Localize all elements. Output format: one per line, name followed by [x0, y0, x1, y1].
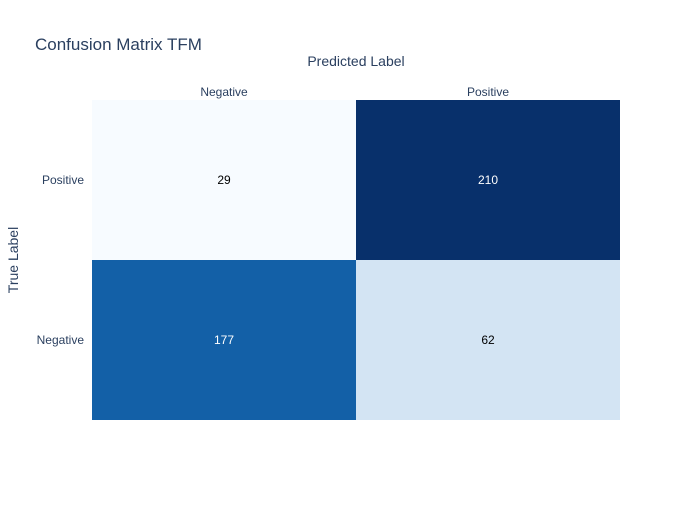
- cell-value-label: 210: [478, 173, 498, 187]
- x-axis-ticks: Negative Positive: [200, 85, 509, 99]
- chart-title: Confusion Matrix TFM: [35, 35, 202, 54]
- y-axis-ticks: Positive Negative: [37, 173, 85, 347]
- y-axis-title: True Label: [5, 227, 21, 293]
- y-tick-label: Positive: [42, 173, 84, 187]
- cell-value-label: 177: [214, 333, 234, 347]
- heatmap-cell: [356, 100, 620, 260]
- heatmap-cell: [92, 260, 356, 420]
- cell-value-label: 62: [481, 333, 495, 347]
- cell-value-label: 29: [217, 173, 231, 187]
- heatmap-cell: [356, 260, 620, 420]
- heatmap-cell-labels: 29 210 177 62: [214, 173, 498, 347]
- x-tick-label: Negative: [200, 85, 248, 99]
- x-axis-title: Predicted Label: [307, 53, 404, 69]
- y-tick-label: Negative: [37, 333, 85, 347]
- heatmap-cell: [92, 100, 356, 260]
- heatmap-cells: [92, 100, 620, 420]
- x-tick-label: Positive: [467, 85, 509, 99]
